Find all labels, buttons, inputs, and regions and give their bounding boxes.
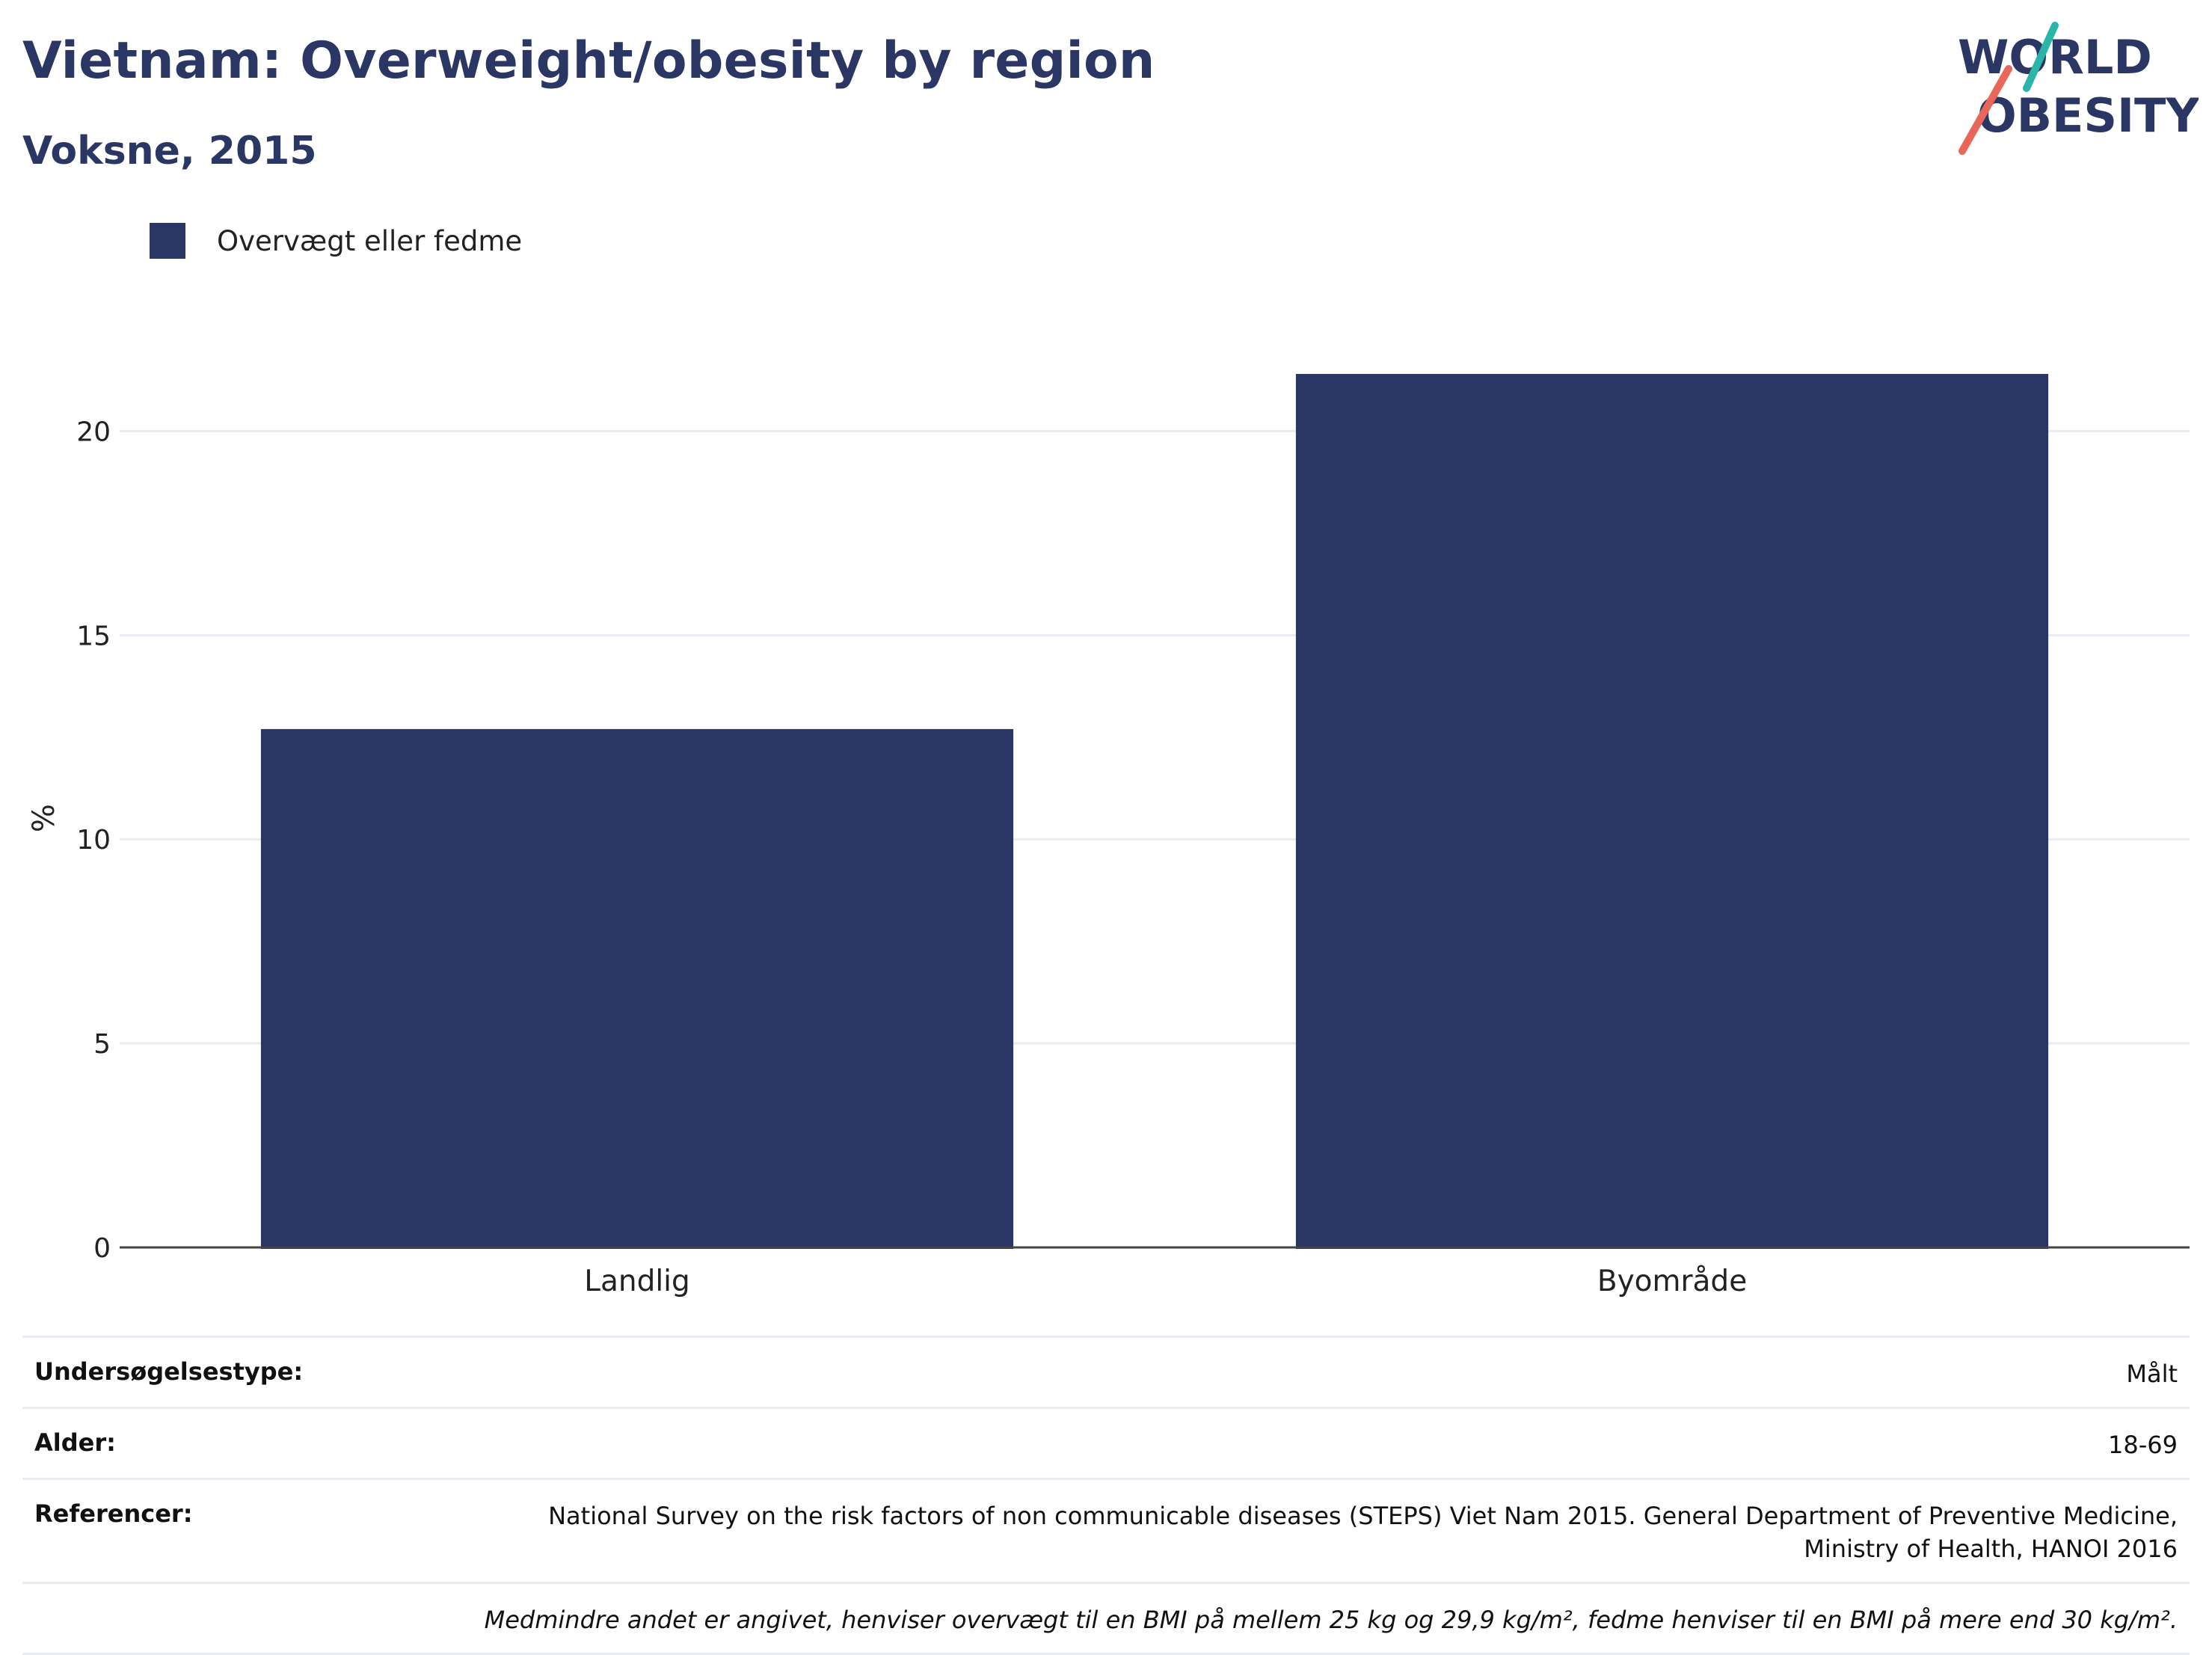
info-table: Undersøgelsestype: Målt Alder: 18-69 Ref… <box>22 1336 2190 1655</box>
info-key: Referencer: <box>34 1499 193 1528</box>
info-row-note: Medmindre andet er angivet, henviser ove… <box>22 1582 2190 1655</box>
x-category-label: Byområde <box>1597 1265 1747 1298</box>
logo-teal-slash <box>2023 22 2059 92</box>
logo-coral-slash <box>1958 65 2012 155</box>
y-tick-label: 10 <box>76 825 111 856</box>
logo-text-line2: OBESITY <box>1977 88 2199 143</box>
chart-subtitle: Voksne, 2015 <box>22 129 317 174</box>
y-axis-title: % <box>27 804 61 832</box>
logo-text-line1: WORLD <box>1958 30 2152 85</box>
info-row-references: Referencer: National Survey on the risk … <box>22 1478 2190 1582</box>
info-value: 18-69 <box>2108 1431 2178 1459</box>
bar-chart: 0 5 10 15 20 Landlig Byområde % <box>27 374 2190 1298</box>
info-key: Alder: <box>34 1428 116 1457</box>
bmi-definition-note: Medmindre andet er angivet, henviser ove… <box>484 1606 2178 1634</box>
legend[interactable]: Overvægt eller fedme <box>150 223 522 259</box>
y-tick-labels: 0 5 10 15 20 <box>76 417 111 1264</box>
info-key: Undersøgelsestype: <box>34 1357 304 1386</box>
y-tick-label: 20 <box>76 417 111 447</box>
legend-swatch <box>150 223 185 259</box>
world-obesity-logo: WORLD OBESITY <box>1958 22 2199 155</box>
info-row-age: Alder: 18-69 <box>22 1407 2190 1478</box>
x-category-label: Landlig <box>584 1265 690 1298</box>
y-tick-label: 0 <box>93 1233 111 1264</box>
y-tick-label: 15 <box>76 621 111 651</box>
bar-landlig[interactable] <box>260 728 1014 1249</box>
legend-label: Overvægt eller fedme <box>217 224 523 257</box>
info-value: Målt <box>2126 1360 2178 1388</box>
info-value: National Survey on the risk factors of n… <box>548 1502 2178 1563</box>
chart-title: Vietnam: Overweight/obesity by region <box>22 31 1155 90</box>
info-row-survey-type: Undersøgelsestype: Målt <box>22 1336 2190 1407</box>
y-tick-label: 5 <box>93 1029 111 1060</box>
bar-byomraade[interactable] <box>1295 374 2049 1250</box>
bars <box>260 374 2049 1250</box>
x-category-labels: Landlig Byområde <box>584 1265 1747 1298</box>
